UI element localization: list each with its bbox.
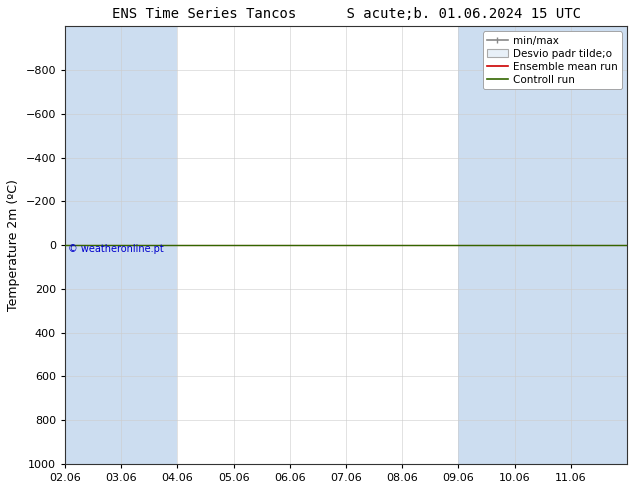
- Y-axis label: Temperature 2m (ºC): Temperature 2m (ºC): [7, 179, 20, 311]
- Text: © weatheronline.pt: © weatheronline.pt: [68, 244, 164, 254]
- Title: ENS Time Series Tancos      S acute;b. 01.06.2024 15 UTC: ENS Time Series Tancos S acute;b. 01.06.…: [112, 7, 581, 21]
- Bar: [627, 26, 634, 464]
- Legend: min/max, Desvio padr tilde;o, Ensemble mean run, Controll run: min/max, Desvio padr tilde;o, Ensemble m…: [482, 31, 622, 89]
- Bar: [121, 26, 178, 464]
- Bar: [571, 26, 627, 464]
- Bar: [515, 26, 571, 464]
- Bar: [458, 26, 515, 464]
- Bar: [65, 26, 121, 464]
